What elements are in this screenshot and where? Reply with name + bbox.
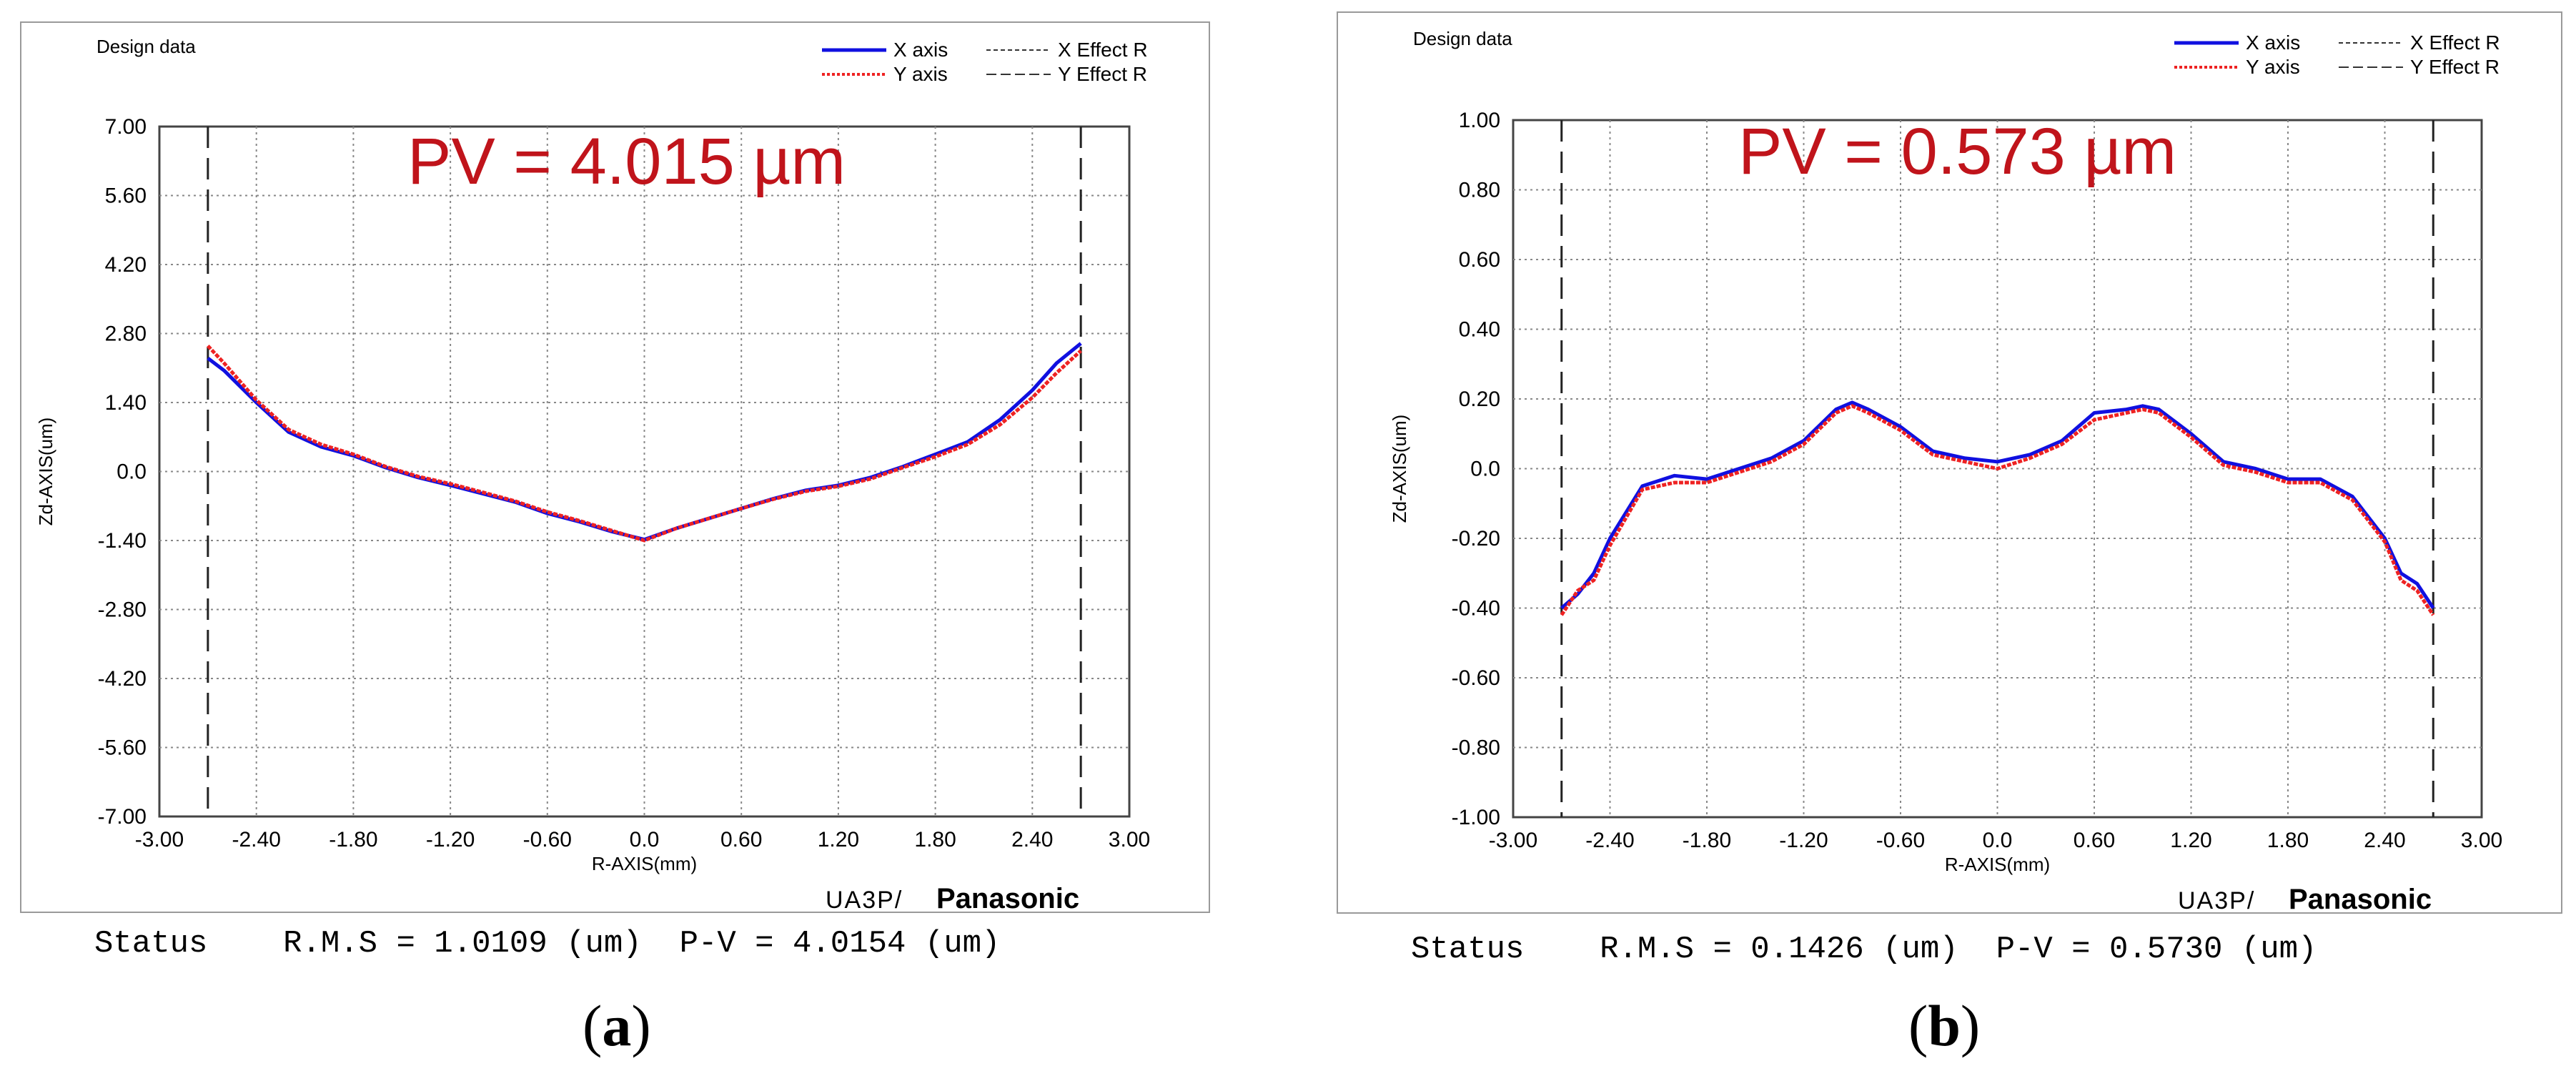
y-tick-label: 4.20 — [105, 253, 147, 277]
x-tick-label: 1.20 — [818, 828, 859, 852]
status-line-a: Status R.M.S = 1.0109 (um) P-V = 4.0154 … — [94, 926, 1000, 962]
x-tick-label: 1.80 — [2267, 829, 2309, 852]
brand-prefix: UA3P/ — [826, 887, 903, 914]
series-line-y-axis — [1560, 404, 2435, 616]
status-pv: P-V = 4.0154 (um) — [679, 926, 1001, 962]
x-axis-label: R-AXIS(mm) — [592, 853, 697, 874]
y-tick-label: 0.0 — [1470, 458, 1500, 481]
x-tick-label: -1.80 — [1683, 829, 1731, 852]
x-tick-label: 3.00 — [2461, 829, 2502, 852]
y-tick-label: 2.80 — [105, 322, 147, 346]
y-tick-label: -0.40 — [1452, 597, 1500, 621]
x-tick-label: -1.20 — [1779, 829, 1828, 852]
y-tick-label: -0.60 — [1452, 666, 1500, 690]
x-tick-label: -0.60 — [1876, 829, 1925, 852]
chart-b: Design data -3.00 -2.40 -1.80 -1.20 -0.60 0.0 0… — [1389, 28, 2502, 915]
y-tick-label: 0.60 — [1459, 248, 1500, 272]
chart-panel-b: Design data -3.00 -2.40 -1.80 -1.20 -0.60 0.0 0… — [1337, 11, 2562, 915]
y-tick-label: 1.00 — [1459, 109, 1500, 132]
pv-annotation: PV = 0.573 µm — [1738, 115, 2176, 188]
x-tick-label: 3.00 — [1109, 828, 1150, 852]
y-axis-label: Zd-AXIS(um) — [1389, 415, 1410, 523]
x-tick-label: -3.00 — [1489, 829, 1537, 852]
x-tick-label: 1.20 — [2170, 829, 2211, 852]
y-tick-label: -0.80 — [1452, 736, 1500, 760]
status-label: Status — [94, 926, 208, 962]
status-pv: P-V = 0.5730 (um) — [1996, 932, 2317, 967]
x-tick-label: 2.40 — [1011, 828, 1053, 852]
y-tick-label: -4.20 — [98, 667, 147, 691]
brand-logo-text: Panasonic — [936, 883, 1079, 914]
legend-label-x-axis: X axis — [2246, 31, 2300, 54]
y-tick-label: -5.60 — [98, 736, 147, 760]
subfigure-label-a: (a) — [583, 993, 651, 1058]
y-tick-label: 0.0 — [117, 460, 147, 484]
legend-label-y-effect-r: Y Effect R — [1058, 63, 1147, 85]
y-tick-label: -7.00 — [98, 805, 147, 829]
x-tick-label: 0.0 — [1983, 829, 2013, 852]
legend-label-x-axis: X axis — [893, 39, 948, 61]
x-tick-label: 0.60 — [2074, 829, 2115, 852]
y-tick-label: -0.20 — [1452, 527, 1500, 551]
chart-a: Design data -3.00 -2.40 -1.80 -1.20 -0.60 0.0 0… — [35, 36, 1150, 914]
pv-annotation: PV = 4.015 µm — [407, 125, 846, 198]
chart-header: Design data — [1413, 28, 1512, 49]
y-tick-label: 0.80 — [1459, 179, 1500, 202]
y-tick-label: 5.60 — [105, 184, 147, 208]
x-tick-label: -2.40 — [232, 828, 281, 852]
x-tick-label: -3.00 — [135, 828, 184, 852]
status-line-b: Status R.M.S = 0.1426 (um) P-V = 0.5730 … — [1411, 932, 2317, 967]
x-axis-label: R-AXIS(mm) — [1945, 854, 2050, 875]
y-tick-label: 0.20 — [1459, 388, 1500, 411]
x-tick-label: 2.40 — [2364, 829, 2405, 852]
subfigure-label-b: (b) — [1908, 993, 1981, 1058]
y-tick-label: -1.40 — [98, 529, 147, 553]
legend-label-y-axis: Y axis — [893, 63, 948, 85]
y-tick-label: -2.80 — [98, 598, 147, 622]
y-tick-label: 7.00 — [105, 115, 147, 139]
y-tick-label: 0.40 — [1459, 318, 1500, 342]
legend-label-y-axis: Y axis — [2246, 56, 2300, 78]
x-tick-label: -2.40 — [1585, 829, 1634, 852]
legend-label-x-effect-r: X Effect R — [2410, 31, 2500, 54]
status-label: Status — [1411, 932, 1525, 967]
y-tick-label: -1.00 — [1452, 806, 1500, 829]
x-tick-label: -0.60 — [523, 828, 572, 852]
y-tick-label: 1.40 — [105, 391, 147, 415]
brand-prefix: UA3P/ — [2178, 887, 2255, 914]
legend-label-y-effect-r: Y Effect R — [2410, 56, 2500, 78]
status-rms: R.M.S = 1.0109 (um) — [283, 926, 642, 962]
subfigure-letter-a: a — [602, 993, 632, 1058]
brand-logo-text: Panasonic — [2289, 884, 2432, 915]
status-rms: R.M.S = 0.1426 (um) — [1600, 932, 1958, 967]
subfigure-letter-b: b — [1928, 993, 1961, 1058]
series-line-y-axis — [206, 344, 1082, 543]
x-tick-label: -1.80 — [329, 828, 377, 852]
x-tick-label: 0.60 — [720, 828, 762, 852]
x-tick-label: -1.20 — [426, 828, 475, 852]
chart-header: Design data — [96, 36, 196, 57]
x-tick-label: 0.0 — [630, 828, 660, 852]
x-tick-label: 1.80 — [914, 828, 956, 852]
series-line-x-axis — [1560, 400, 2435, 610]
y-axis-label: Zd-AXIS(um) — [35, 418, 56, 526]
legend-label-x-effect-r: X Effect R — [1058, 39, 1148, 61]
chart-panel-a: Design data -3.00 -2.40 -1.80 -1.20 -0.60 0.0 0… — [20, 21, 1210, 914]
